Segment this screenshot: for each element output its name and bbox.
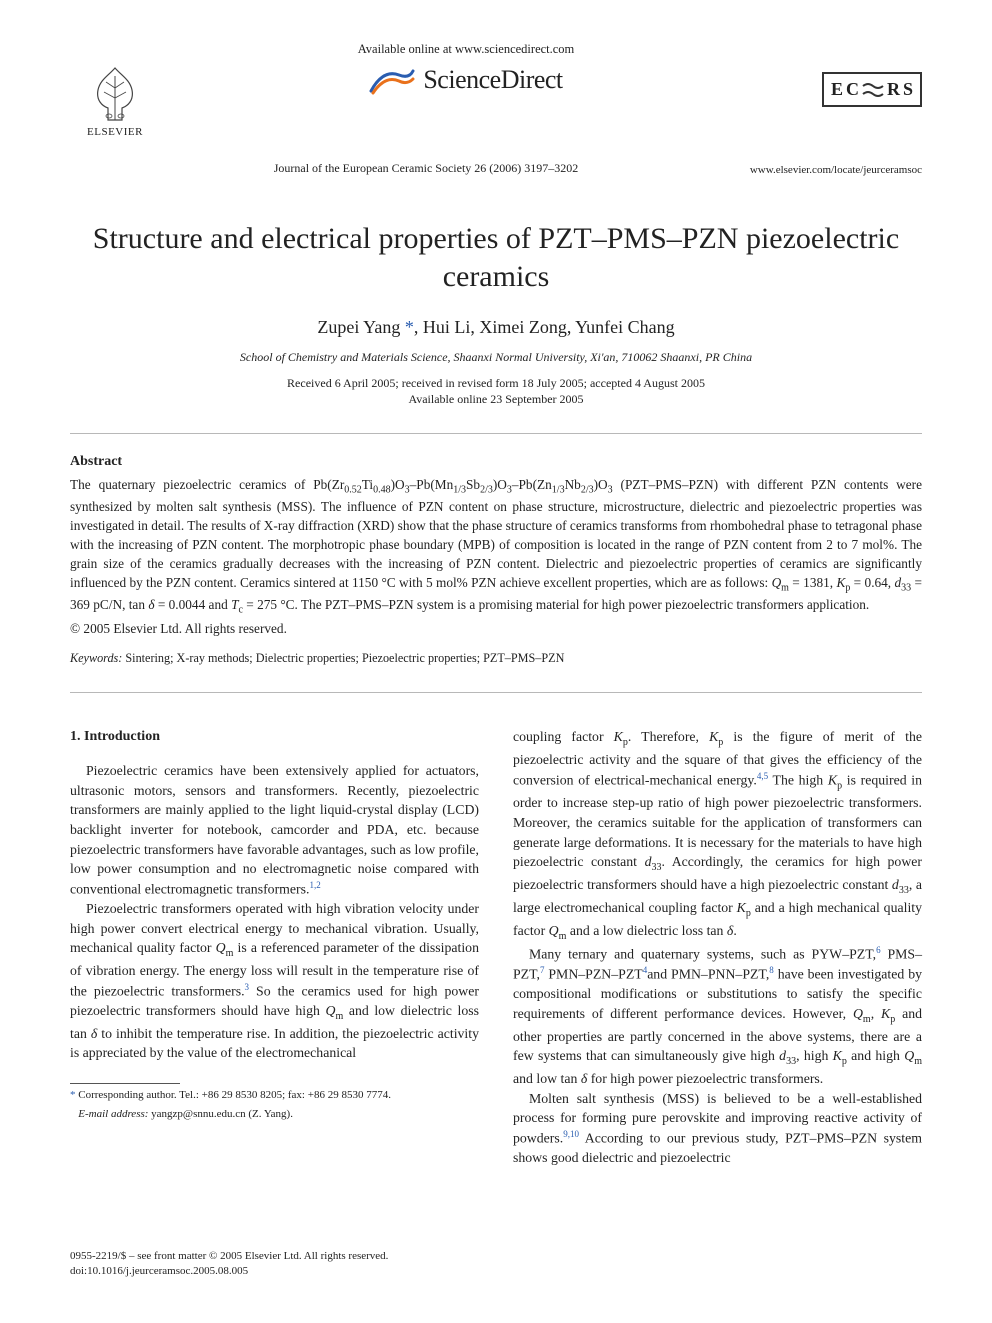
paragraph: Piezoelectric transformers operated with… — [70, 899, 479, 1063]
copyright-line: © 2005 Elsevier Ltd. All rights reserved… — [70, 621, 922, 637]
paragraph: Piezoelectric ceramics have been extensi… — [70, 761, 479, 899]
footnote-rule — [70, 1083, 180, 1084]
swoosh-icon — [369, 65, 415, 95]
keywords-line: Keywords: Sintering; X-ray methods; Diel… — [70, 651, 922, 666]
elsevier-label: ELSEVIER — [87, 126, 143, 138]
authors-line: Zupei Yang *, Hui Li, Ximei Zong, Yunfei… — [70, 317, 922, 338]
wave-icon — [862, 81, 884, 99]
online-line: Available online 23 September 2005 — [70, 391, 922, 407]
journal-url: www.elsevier.com/locate/jeurceramsoc — [692, 144, 922, 176]
available-online-text: Available online at www.sciencedirect.co… — [160, 42, 772, 57]
issn-line: 0955-2219/$ – see front matter © 2005 El… — [70, 1249, 388, 1264]
divider-rule — [70, 692, 922, 693]
email-label: E-mail address: — [78, 1108, 148, 1120]
paragraph: coupling factor Kp. Therefore, Kp is the… — [513, 727, 922, 944]
paragraph: Many ternary and quaternary systems, suc… — [513, 944, 922, 1089]
elsevier-logo-block: ELSEVIER — [70, 38, 160, 138]
sciencedirect-logo: ScienceDirect — [160, 65, 772, 95]
sciencedirect-text: ScienceDirect — [423, 65, 562, 95]
keywords-label: Keywords: — [70, 651, 122, 665]
doi-block: 0955-2219/$ – see front matter © 2005 El… — [70, 1249, 388, 1279]
section-heading: 1. Introduction — [70, 727, 479, 747]
journal-reference: Journal of the European Ceramic Society … — [160, 147, 692, 176]
received-line: Received 6 April 2005; received in revis… — [70, 375, 922, 391]
left-column: 1. Introduction Piezoelectric ceramics h… — [70, 727, 479, 1167]
ecrs-logo: E C R S — [822, 72, 922, 107]
abstract-heading: Abstract — [70, 454, 922, 470]
right-column: coupling factor Kp. Therefore, Kp is the… — [513, 727, 922, 1167]
ecrs-letter: C — [846, 79, 859, 100]
ecrs-letter: R — [887, 79, 900, 100]
body-columns: 1. Introduction Piezoelectric ceramics h… — [70, 727, 922, 1167]
email-value: yangzp@snnu.edu.cn (Z. Yang). — [151, 1108, 293, 1120]
journal-info-row: Journal of the European Ceramic Society … — [70, 144, 922, 176]
paragraph: Molten salt synthesis (MSS) is believed … — [513, 1089, 922, 1168]
keywords-text: Sintering; X-ray methods; Dielectric pro… — [125, 651, 564, 665]
email-line: E-mail address: yangzp@snnu.edu.cn (Z. Y… — [70, 1107, 479, 1122]
doi-line: doi:10.1016/j.jeurceramsoc.2005.08.005 — [70, 1264, 388, 1279]
tree-icon — [88, 66, 142, 124]
page-header: ELSEVIER Available online at www.science… — [70, 38, 922, 138]
corresponding-author-note: * Corresponding author. Tel.: +86 29 853… — [70, 1088, 479, 1103]
affiliation: School of Chemistry and Materials Scienc… — [70, 350, 922, 365]
ecrs-logo-block: E C R S — [772, 38, 922, 107]
center-header: Available online at www.sciencedirect.co… — [160, 38, 772, 95]
abstract-body: The quaternary piezoelectric ceramics of… — [70, 476, 922, 617]
ecrs-letter: S — [903, 79, 913, 100]
article-title: Structure and electrical properties of P… — [70, 220, 922, 295]
article-dates: Received 6 April 2005; received in revis… — [70, 375, 922, 407]
divider-rule — [70, 433, 922, 434]
ecrs-letter: E — [831, 79, 843, 100]
